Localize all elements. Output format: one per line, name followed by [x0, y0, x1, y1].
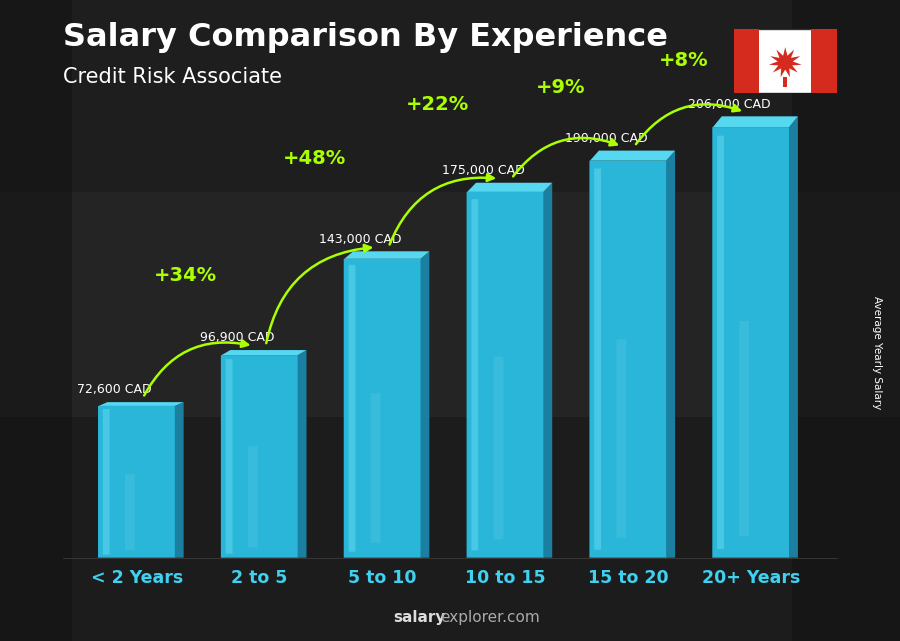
Text: +34%: +34%: [154, 266, 218, 285]
FancyBboxPatch shape: [344, 259, 421, 558]
Text: Credit Risk Associate: Credit Risk Associate: [63, 67, 282, 87]
FancyBboxPatch shape: [348, 265, 356, 552]
Polygon shape: [467, 183, 553, 192]
FancyBboxPatch shape: [226, 359, 232, 554]
Text: 96,900 CAD: 96,900 CAD: [200, 331, 274, 344]
Polygon shape: [175, 402, 184, 558]
Text: +22%: +22%: [406, 95, 469, 113]
Polygon shape: [345, 251, 429, 259]
Text: salary: salary: [393, 610, 446, 625]
Polygon shape: [99, 402, 184, 406]
Text: 190,000 CAD: 190,000 CAD: [564, 132, 647, 145]
Bar: [0, 0, 900, 417]
Polygon shape: [221, 350, 307, 355]
FancyBboxPatch shape: [103, 409, 110, 554]
FancyBboxPatch shape: [590, 160, 667, 558]
Text: explorer.com: explorer.com: [440, 610, 540, 625]
Bar: [783, 77, 788, 87]
Text: 175,000 CAD: 175,000 CAD: [442, 164, 525, 177]
Bar: [0, 0, 72, 641]
Text: 206,000 CAD: 206,000 CAD: [688, 97, 770, 110]
Bar: [0, 0, 900, 192]
Text: 72,600 CAD: 72,600 CAD: [77, 383, 152, 396]
Polygon shape: [713, 116, 798, 127]
FancyBboxPatch shape: [220, 355, 298, 558]
Polygon shape: [789, 116, 798, 558]
FancyBboxPatch shape: [371, 394, 381, 543]
Polygon shape: [298, 350, 307, 558]
FancyBboxPatch shape: [248, 446, 257, 547]
FancyBboxPatch shape: [717, 136, 724, 549]
Polygon shape: [420, 251, 429, 558]
FancyBboxPatch shape: [493, 356, 503, 539]
FancyBboxPatch shape: [712, 127, 789, 558]
Polygon shape: [769, 47, 802, 78]
FancyBboxPatch shape: [616, 339, 626, 538]
FancyBboxPatch shape: [594, 169, 601, 550]
FancyBboxPatch shape: [472, 199, 478, 551]
Bar: [734, 29, 760, 93]
FancyBboxPatch shape: [466, 192, 544, 558]
Bar: [811, 29, 837, 93]
Text: Average Yearly Salary: Average Yearly Salary: [872, 296, 883, 409]
FancyBboxPatch shape: [739, 321, 749, 536]
Text: Salary Comparison By Experience: Salary Comparison By Experience: [63, 22, 668, 53]
Text: +9%: +9%: [536, 78, 585, 97]
Text: +48%: +48%: [284, 149, 346, 168]
Polygon shape: [590, 151, 675, 160]
Text: 143,000 CAD: 143,000 CAD: [320, 233, 401, 246]
Bar: [792, 0, 900, 641]
Text: +8%: +8%: [659, 51, 708, 70]
Polygon shape: [544, 183, 553, 558]
Polygon shape: [666, 151, 675, 558]
FancyBboxPatch shape: [125, 474, 135, 550]
FancyBboxPatch shape: [98, 406, 176, 558]
